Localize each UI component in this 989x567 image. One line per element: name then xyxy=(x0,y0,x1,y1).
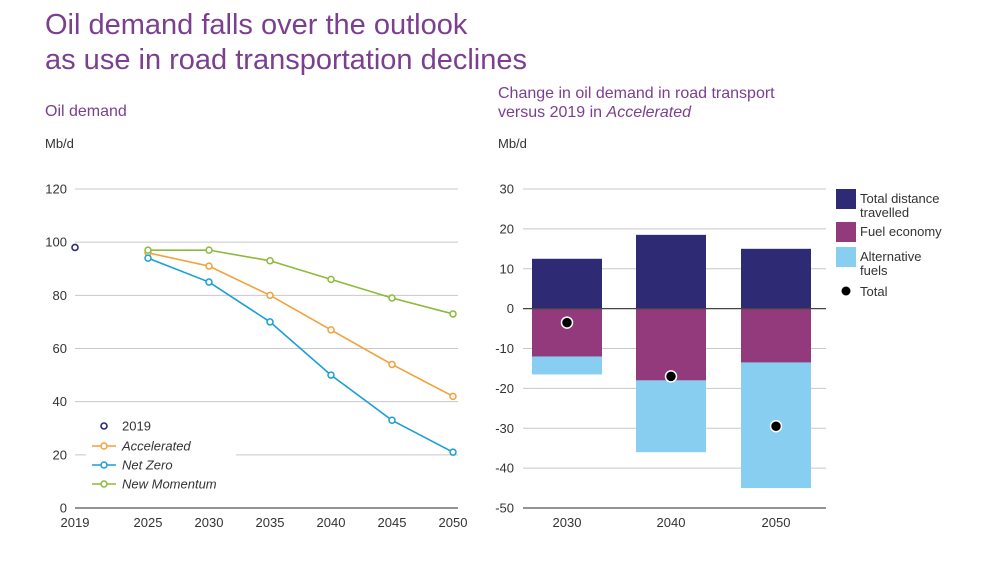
y-tick-label: 60 xyxy=(53,341,67,356)
legend-label: Total xyxy=(860,284,888,299)
y-tick-label: 100 xyxy=(45,235,67,250)
legend-label-line: travelled xyxy=(860,205,909,220)
bar-alternative-fuels-2030 xyxy=(532,356,602,375)
y-tick-label: 0 xyxy=(60,501,67,516)
data-point xyxy=(388,294,396,302)
data-point xyxy=(205,246,213,254)
legend-marker xyxy=(100,461,108,469)
legend-marker-2019 xyxy=(100,422,108,430)
legend-label-line: Fuel economy xyxy=(860,224,942,239)
right-chart-title-line2: versus 2019 in Accelerated xyxy=(498,103,838,122)
legend-marker xyxy=(100,480,108,488)
legend-marker xyxy=(100,442,108,450)
bar-alternative-fuels-2040 xyxy=(636,380,706,453)
legend-label-line: fuels xyxy=(860,263,888,278)
y-tick-label: 30 xyxy=(500,182,514,197)
legend-label: Alternative fuels xyxy=(860,249,921,278)
x-tick-label: 2030 xyxy=(195,515,224,530)
legend-swatch xyxy=(836,189,856,209)
bar-fuel-economy-2040 xyxy=(636,308,706,381)
legend-marker-total xyxy=(841,286,851,296)
legend-label: Total distance travelled xyxy=(860,191,940,220)
data-point xyxy=(388,416,396,425)
right-chart-unit: Mb/d xyxy=(498,136,527,151)
data-point xyxy=(205,278,213,286)
y-tick-label: 10 xyxy=(500,261,514,276)
y-tick-label: 40 xyxy=(53,394,67,409)
bar-fuel-economy-2030 xyxy=(532,308,602,357)
left-chart-unit: Mb/d xyxy=(45,136,74,151)
data-point xyxy=(266,318,274,326)
x-tick-label: 2050 xyxy=(439,515,468,530)
data-point xyxy=(266,291,274,300)
series-line-new-momentum xyxy=(148,249,454,315)
series-line-accelerated xyxy=(147,252,454,398)
x-tick-label: 2025 xyxy=(134,515,163,530)
legend-background xyxy=(86,414,236,494)
x-tick-label: 2045 xyxy=(378,515,407,530)
x-tick-label: 2040 xyxy=(657,515,686,530)
x-tick-label: 2030 xyxy=(553,515,582,530)
left-chart-title: Oil demand xyxy=(45,103,127,120)
data-point xyxy=(144,254,152,262)
legend-swatch xyxy=(836,247,856,267)
legend-label: Fuel economy xyxy=(860,224,942,239)
y-tick-label: 0 xyxy=(507,301,514,316)
y-tick-label: 120 xyxy=(45,182,67,197)
legend-swatch xyxy=(836,222,856,242)
data-point xyxy=(449,448,457,456)
page-title-line2: as use in road transportation declines xyxy=(45,44,528,76)
right-chart-title-scenario: Accelerated xyxy=(606,104,692,121)
right-chart-title: Change in oil demand in road transport v… xyxy=(498,84,838,122)
bar-total-distance-2040 xyxy=(636,234,706,309)
legend-label-line: Alternative xyxy=(860,249,921,264)
page-title-line1: Oil demand falls over the outlook xyxy=(45,9,468,41)
data-point xyxy=(144,246,152,254)
bar-fuel-economy-2050 xyxy=(741,308,811,363)
y-tick-label: 20 xyxy=(53,447,67,462)
legend-label: Accelerated xyxy=(121,439,191,454)
bar-total-distance-2050 xyxy=(741,248,811,309)
x-tick-label: 2040 xyxy=(317,515,346,530)
y-tick-label: -10 xyxy=(495,341,514,356)
page-title: Oil demand falls over the outlook as use… xyxy=(45,8,645,78)
legend-label: New Momentum xyxy=(122,477,217,492)
x-tick-label: 2019 xyxy=(61,515,90,530)
y-tick-label: 80 xyxy=(53,288,67,303)
data-point xyxy=(449,392,457,401)
y-tick-label: -40 xyxy=(495,461,514,476)
y-tick-label: -20 xyxy=(495,381,514,396)
y-tick-label: 20 xyxy=(500,221,514,236)
data-point xyxy=(205,262,213,270)
data-point-2019 xyxy=(71,243,79,252)
total-marker-2040 xyxy=(664,370,678,383)
bar-total-distance-2030 xyxy=(532,258,602,309)
data-point xyxy=(388,360,396,369)
series-line-net-zero xyxy=(147,257,454,453)
right-chart-title-line1: Change in oil demand in road transport xyxy=(498,85,775,102)
data-point xyxy=(327,371,335,379)
total-marker-2030 xyxy=(560,316,574,329)
legend-label-line: Total distance xyxy=(860,191,940,206)
data-point xyxy=(327,326,335,334)
data-point xyxy=(327,275,335,284)
road-transport-bar-chart: 30 20 10 0 -10 -20 -30 -40 -50 2030 2040 2050 Total … xyxy=(495,182,942,531)
legend-label: Net Zero xyxy=(122,458,173,473)
y-tick-label: -30 xyxy=(495,421,514,436)
data-point xyxy=(266,257,274,265)
x-tick-label: 2050 xyxy=(762,515,791,530)
y-tick-label: -50 xyxy=(495,501,514,516)
data-point xyxy=(449,310,457,318)
total-marker-2050 xyxy=(769,420,783,433)
right-chart-title-versus: versus 2019 in xyxy=(498,104,607,121)
legend-label: 2019 xyxy=(122,419,151,434)
x-tick-label: 2035 xyxy=(256,515,285,530)
